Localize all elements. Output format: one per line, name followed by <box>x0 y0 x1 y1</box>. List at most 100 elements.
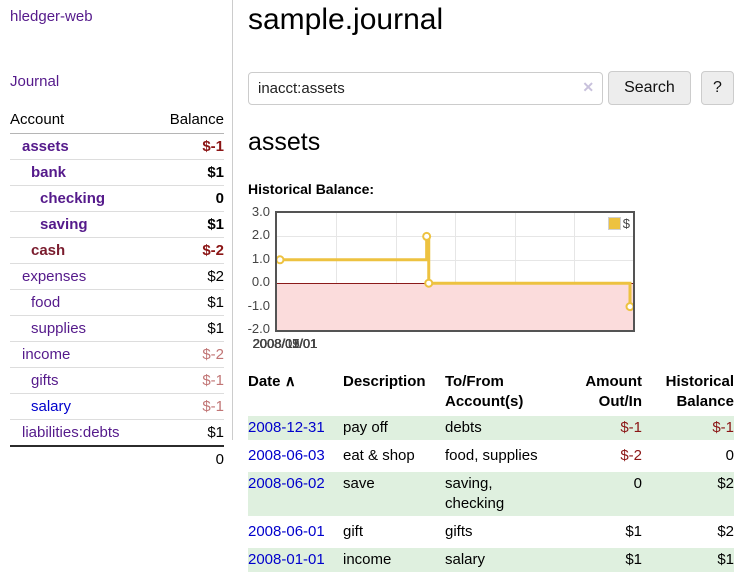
transaction-amount: 0 <box>560 472 642 516</box>
chart-line-svg <box>277 231 633 312</box>
gridline <box>336 213 337 330</box>
account-row-cash: cash $-2 <box>10 237 224 264</box>
main-content: sample.journal ✕ Search ? assets Histori… <box>248 0 734 576</box>
y-tick-label: -1.0 <box>247 298 270 313</box>
transaction-date-link[interactable]: 2008-01-01 <box>248 551 325 568</box>
y-tick-label: 2.0 <box>251 227 270 242</box>
account-balance: $2 <box>153 263 224 290</box>
column-header-date[interactable]: Date ∧ <box>248 372 343 412</box>
negative-region <box>277 283 633 330</box>
transaction-accounts: debts <box>445 416 560 440</box>
account-link-expenses[interactable]: expenses <box>22 268 87 285</box>
account-link-liabilities-debts[interactable]: liabilities:debts <box>22 424 120 441</box>
plot-area: $ <box>275 211 635 332</box>
y-tick-label: 0.0 <box>251 274 270 289</box>
account-row-income: income $-2 <box>10 341 224 368</box>
account-balance: $1 <box>153 419 224 446</box>
accounts-total-row: 0 <box>10 445 224 472</box>
x-tick-label: 2008/11/01 <box>252 336 318 351</box>
search-button[interactable]: Search <box>608 71 691 105</box>
legend-label: $ <box>622 216 630 231</box>
transaction-date-link[interactable]: 2008-06-03 <box>248 447 325 464</box>
account-balance: $1 <box>153 159 224 186</box>
gridline <box>455 213 456 330</box>
transaction-accounts: salary <box>445 548 560 572</box>
register-table: Date ∧ Description To/From Account(s) Am… <box>248 368 734 576</box>
transaction-date-link[interactable]: 2008-12-31 <box>248 419 325 436</box>
transaction-description: income <box>343 548 445 572</box>
column-header-amount: Amount Out/In <box>560 372 642 412</box>
account-balance: $-2 <box>153 237 224 264</box>
gridline <box>396 213 397 330</box>
x-tick-label: 2008/07/01 <box>252 336 318 351</box>
transaction-description: gift <box>343 523 364 540</box>
gridline <box>515 213 516 330</box>
transaction-description: save <box>343 472 445 516</box>
accounts-header-balance: Balance <box>153 108 224 134</box>
transaction-date-link[interactable]: 2008-06-01 <box>248 523 325 540</box>
transaction-row: 2008-06-01 gift gifts $1 $2 <box>248 520 734 544</box>
account-heading: assets <box>248 128 321 156</box>
account-link-income[interactable]: income <box>22 346 71 363</box>
account-balance: 0 <box>153 185 224 212</box>
transaction-accounts: food, supplies <box>445 447 538 464</box>
account-balance: $1 <box>153 315 224 342</box>
x-tick-label: 2008/03/01 <box>252 336 318 351</box>
balance-line2: Balance <box>676 393 734 410</box>
transaction-description: eat & shop <box>343 447 415 464</box>
page-title: sample.journal <box>248 3 444 36</box>
search-form: ✕ Search ? <box>248 71 734 105</box>
account-link-food[interactable]: food <box>31 294 61 311</box>
transaction-balance: $1 <box>642 548 734 572</box>
transaction-row: 2008-01-01 income salary $1 $1 <box>248 548 734 572</box>
journal-link[interactable]: Journal <box>10 73 60 90</box>
app-title: hledger-web <box>10 8 224 26</box>
account-row-saving: saving $1 <box>10 211 224 238</box>
y-tick-label: 1.0 <box>251 251 270 266</box>
account-link-bank[interactable]: bank <box>31 164 67 181</box>
account-link-salary[interactable]: salary <box>31 398 72 415</box>
accounts-table-header: Account Balance <box>10 108 224 134</box>
transaction-date-link[interactable]: 2008-06-02 <box>248 475 325 492</box>
amount-line2: Out/In <box>598 393 642 410</box>
account-balance: $-2 <box>153 341 224 368</box>
accounts-table: Account Balance assets $-1 bank $1 check… <box>10 108 224 472</box>
historical-balance-chart: 3.0 2.0 1.0 0.0 -1.0 -2.0 $ <box>247 204 734 351</box>
help-button[interactable]: ? <box>700 71 734 105</box>
app-title-link[interactable]: hledger-web <box>10 8 93 25</box>
x-tick-label: 2008/09/01 <box>252 336 318 351</box>
chart-title: Historical Balance: <box>248 181 375 197</box>
legend-swatch <box>607 217 621 230</box>
y-tick-label: 3.0 <box>251 204 270 219</box>
account-link-supplies[interactable]: supplies <box>31 320 87 337</box>
clear-search-icon[interactable]: ✕ <box>582 78 595 95</box>
transaction-row: 2008-12-31 pay off debts $-1 $-1 <box>248 416 734 440</box>
account-balance: $1 <box>153 211 224 238</box>
gridline <box>277 260 633 261</box>
account-link-assets[interactable]: assets <box>22 138 69 155</box>
account-row-assets: assets $-1 <box>10 133 224 160</box>
transaction-row: 2008-06-03 eat & shop food, supplies $-2… <box>248 444 734 468</box>
account-row-liabilities-debts: liabilities:debts $1 <box>10 419 224 446</box>
chart-legend: $ <box>607 216 630 231</box>
spacer <box>10 445 154 472</box>
account-link-saving[interactable]: saving <box>40 216 88 233</box>
plot-inner: $ <box>277 213 633 330</box>
transaction-accounts: saving, checking <box>445 472 560 516</box>
account-link-checking[interactable]: checking <box>40 190 106 207</box>
transaction-balance: 0 <box>725 447 734 464</box>
search-box: ✕ <box>248 71 604 105</box>
account-row-bank: bank $1 <box>10 159 224 186</box>
tofrom-line2: Account(s) <box>445 393 524 410</box>
column-header-tofrom: To/From Account(s) <box>445 372 560 412</box>
account-row-supplies: supplies $1 <box>10 315 224 342</box>
account-link-gifts[interactable]: gifts <box>31 372 59 389</box>
account-row-checking: checking 0 <box>10 185 224 212</box>
amount-line1: Amount <box>585 373 642 390</box>
x-tick-label: 2008/01/01 <box>252 336 318 351</box>
gridline <box>574 213 575 330</box>
search-input[interactable] <box>248 71 604 105</box>
accounts-header-account: Account <box>10 108 154 134</box>
register-header-row: Date ∧ Description To/From Account(s) Am… <box>248 372 734 412</box>
account-link-cash[interactable]: cash <box>31 242 66 259</box>
